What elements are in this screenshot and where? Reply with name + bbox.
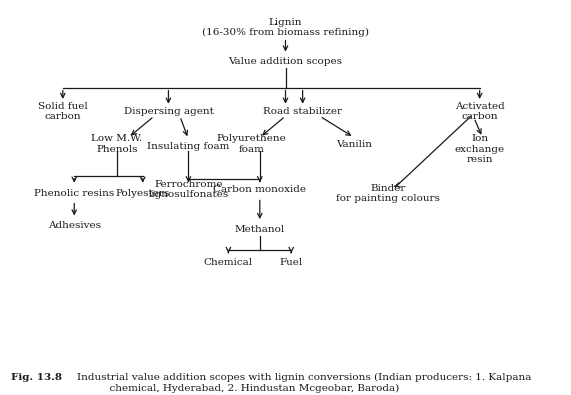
- Text: Lignin
(16-30% from biomass refining): Lignin (16-30% from biomass refining): [202, 18, 369, 38]
- Text: Phenolic resins: Phenolic resins: [34, 189, 114, 198]
- Text: Chemical: Chemical: [204, 258, 253, 267]
- Text: Activated
carbon: Activated carbon: [455, 102, 505, 121]
- Text: Polyesters: Polyesters: [115, 189, 170, 198]
- Text: Industrial value addition scopes with lignin conversions (Indian producers: 1. K: Industrial value addition scopes with li…: [77, 373, 532, 393]
- Text: Insulating foam: Insulating foam: [147, 142, 230, 150]
- Text: Value addition scopes: Value addition scopes: [228, 57, 343, 66]
- Text: Dispersing agent: Dispersing agent: [123, 107, 214, 116]
- Text: Polyurethene
foam: Polyurethene foam: [216, 134, 286, 154]
- Text: Ferrochrome
lignosulfonates: Ferrochrome lignosulfonates: [148, 180, 228, 199]
- Text: Road stabilizer: Road stabilizer: [263, 107, 342, 116]
- Text: Fig. 13.8: Fig. 13.8: [11, 373, 62, 382]
- Text: Methanol: Methanol: [235, 225, 285, 233]
- Text: Carbon monoxide: Carbon monoxide: [214, 185, 306, 194]
- Text: Low M.W.
Phenols: Low M.W. Phenols: [91, 134, 143, 154]
- Text: Fuel: Fuel: [280, 258, 303, 267]
- Text: Ion
exchange
resin: Ion exchange resin: [455, 134, 505, 164]
- Text: Binder
for painting colours: Binder for painting colours: [336, 184, 440, 203]
- Text: Solid fuel
carbon: Solid fuel carbon: [38, 102, 88, 121]
- Text: Adhesives: Adhesives: [48, 221, 100, 229]
- Text: Vanilin: Vanilin: [336, 140, 372, 149]
